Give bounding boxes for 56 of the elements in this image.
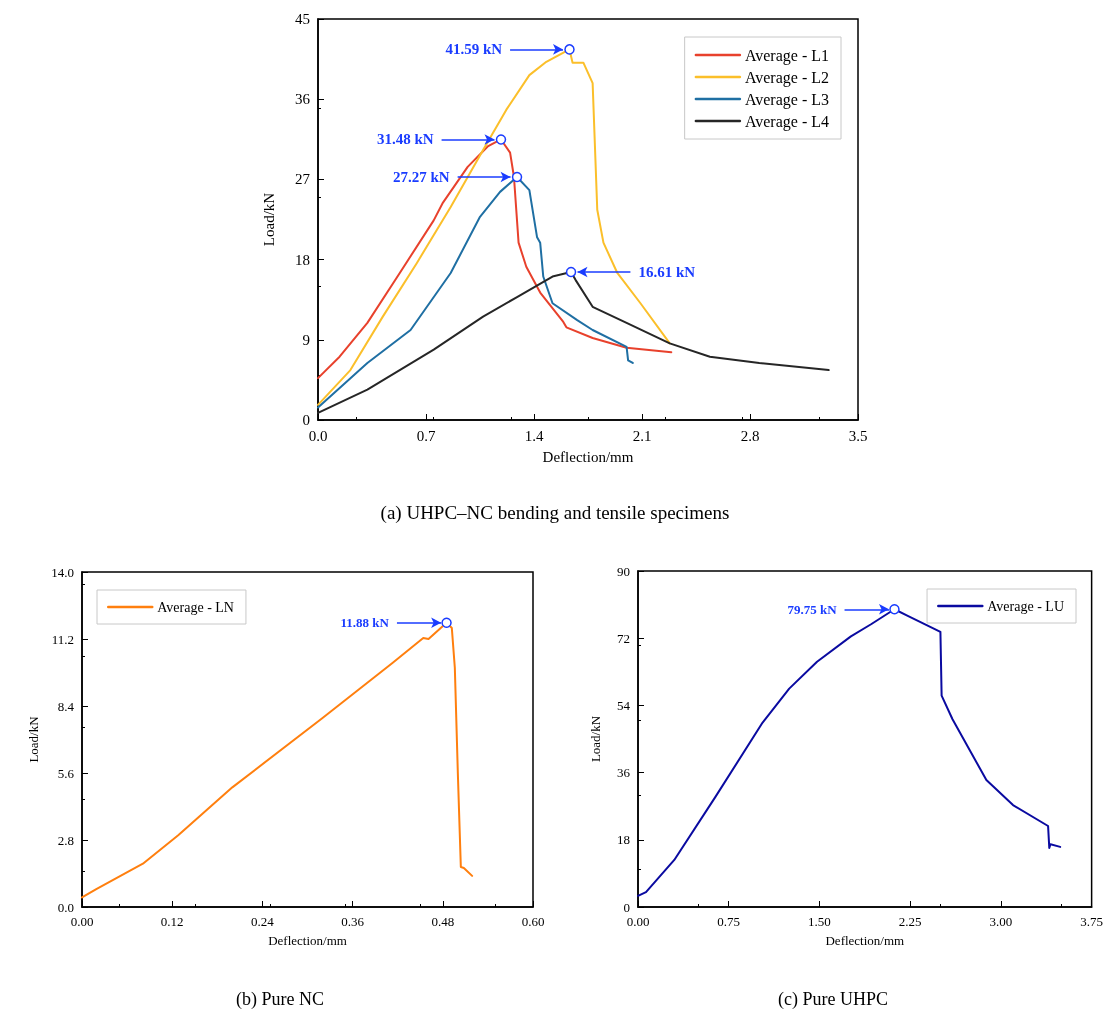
y-tick-label: 18 bbox=[295, 251, 310, 268]
text: (a) UHPC–NC bending and tensile specimens bbox=[380, 502, 730, 524]
x-axis-title: Deflection/mm bbox=[825, 933, 905, 948]
x-tick-label: 0.00 bbox=[626, 914, 650, 929]
y-tick-label: 2.8 bbox=[57, 832, 74, 848]
x-tick-label: 1.4 bbox=[524, 427, 544, 444]
y-axis-title: Load/kN bbox=[260, 192, 277, 247]
y-tick-label: 54 bbox=[617, 697, 631, 713]
x-tick-label: 0.7 bbox=[416, 427, 436, 444]
y-tick-label: 90 bbox=[617, 563, 630, 579]
x-tick-label: 2.8 bbox=[740, 427, 760, 444]
legend-label: Average - L3 bbox=[744, 90, 830, 109]
text: (c) Pure UHPC bbox=[778, 989, 888, 1010]
x-axis-title: Deflection/mm bbox=[268, 933, 347, 948]
y-tick-label: 0.0 bbox=[57, 899, 74, 915]
x-tick-label: 0.24 bbox=[251, 914, 275, 929]
x-tick-label: 3.5 bbox=[848, 427, 868, 444]
legend-label: Average - LN bbox=[157, 599, 234, 615]
y-tick-label: 27 bbox=[295, 171, 311, 188]
x-tick-label: 2.1 bbox=[632, 427, 652, 444]
y-tick-label: 36 bbox=[295, 91, 311, 108]
annotation: 16.61 kN bbox=[638, 263, 696, 280]
y-tick-label: 9 bbox=[302, 331, 310, 348]
text: (b) Pure NC bbox=[236, 989, 324, 1010]
annotation: 31.48 kN bbox=[376, 131, 434, 148]
x-tick-label: 2.25 bbox=[898, 914, 922, 929]
legend-label: Average - L4 bbox=[744, 112, 830, 131]
y-axis-title: Load/kN bbox=[587, 715, 603, 763]
y-tick-label: 36 bbox=[617, 765, 631, 781]
y-tick-label: 18 bbox=[617, 832, 630, 848]
annotation: 79.75 kN bbox=[787, 601, 838, 617]
y-axis-title: Load/kN bbox=[26, 715, 42, 763]
y-tick-label: 72 bbox=[617, 630, 630, 646]
y-tick-label: 11.2 bbox=[51, 631, 74, 647]
x-tick-label: 0.12 bbox=[160, 914, 184, 929]
x-tick-label: 0.00 bbox=[70, 914, 94, 929]
x-axis-title: Deflection/mm bbox=[542, 448, 634, 465]
annotation: 41.59 kN bbox=[445, 41, 503, 58]
legend-label: Average - LU bbox=[987, 598, 1064, 614]
legend-label: Average - L1 bbox=[744, 46, 830, 65]
y-tick-label: 0 bbox=[623, 899, 630, 915]
x-tick-label: 0.36 bbox=[341, 914, 365, 929]
x-tick-label: 0.75 bbox=[717, 914, 741, 929]
x-tick-label: 3.75 bbox=[1080, 914, 1103, 929]
y-tick-label: 45 bbox=[295, 11, 310, 27]
y-tick-label: 8.4 bbox=[57, 698, 75, 714]
y-tick-label: 5.6 bbox=[57, 765, 75, 781]
y-tick-label: 0 bbox=[302, 412, 310, 428]
annotation: 11.88 kN bbox=[340, 615, 390, 631]
legend-label: Average - L2 bbox=[744, 68, 830, 87]
x-tick-label: 3.00 bbox=[989, 914, 1013, 929]
x-tick-label: 0.60 bbox=[521, 914, 545, 929]
x-tick-label: 0.48 bbox=[431, 914, 455, 929]
y-tick-label: 14.0 bbox=[51, 564, 74, 580]
annotation: 27.27 kN bbox=[392, 168, 450, 185]
x-tick-label: 1.50 bbox=[808, 914, 831, 929]
